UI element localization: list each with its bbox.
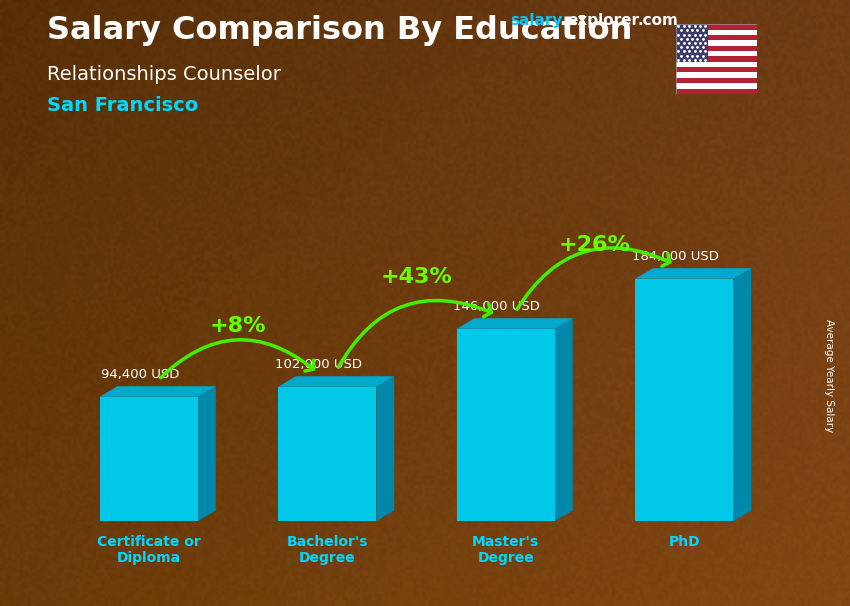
Text: Salary Comparison By Education: Salary Comparison By Education xyxy=(47,15,632,46)
Text: .com: .com xyxy=(638,13,678,28)
Polygon shape xyxy=(635,268,751,279)
Bar xyxy=(676,30,756,35)
Polygon shape xyxy=(377,376,394,521)
Bar xyxy=(676,88,756,94)
Polygon shape xyxy=(99,397,198,521)
Bar xyxy=(676,83,756,88)
Text: 94,400 USD: 94,400 USD xyxy=(100,368,179,381)
Polygon shape xyxy=(278,387,377,521)
Polygon shape xyxy=(456,329,555,521)
Bar xyxy=(676,24,708,62)
Text: +8%: +8% xyxy=(210,316,266,336)
Bar xyxy=(676,51,756,56)
Polygon shape xyxy=(635,279,734,521)
Polygon shape xyxy=(278,376,394,387)
Bar xyxy=(676,35,756,41)
Bar xyxy=(676,62,756,67)
Polygon shape xyxy=(555,318,573,521)
Text: Relationships Counselor: Relationships Counselor xyxy=(47,65,280,84)
Polygon shape xyxy=(198,386,216,521)
Text: 184,000 USD: 184,000 USD xyxy=(632,250,719,263)
Polygon shape xyxy=(99,386,216,397)
Bar xyxy=(676,24,756,30)
Text: 102,000 USD: 102,000 USD xyxy=(275,358,362,371)
Text: +43%: +43% xyxy=(381,267,452,287)
Bar xyxy=(676,45,756,51)
Bar xyxy=(676,73,756,78)
Text: 146,000 USD: 146,000 USD xyxy=(453,300,541,313)
Text: explorer: explorer xyxy=(568,13,640,28)
Bar xyxy=(676,41,756,45)
Text: San Francisco: San Francisco xyxy=(47,96,198,115)
Text: Average Yearly Salary: Average Yearly Salary xyxy=(824,319,834,432)
Bar xyxy=(676,67,756,73)
Bar xyxy=(676,78,756,83)
Text: salary: salary xyxy=(510,13,563,28)
Bar xyxy=(676,56,756,62)
Polygon shape xyxy=(456,318,573,329)
Polygon shape xyxy=(734,268,751,521)
Text: +26%: +26% xyxy=(559,235,631,255)
